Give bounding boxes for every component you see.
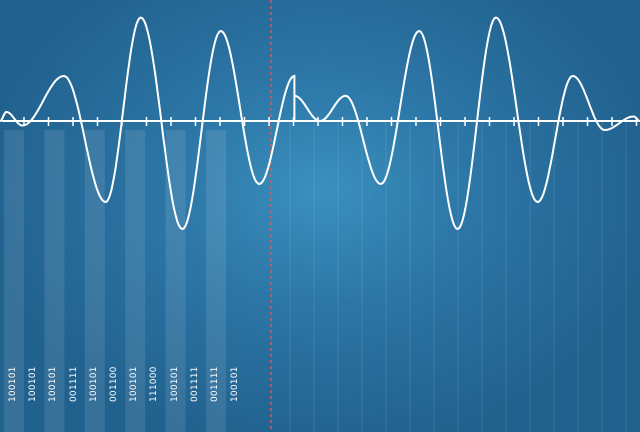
binary-code-label: 111000 (149, 366, 160, 402)
binary-column-stripe (84, 130, 105, 432)
background-grid-lines (289, 120, 627, 432)
analog-waveform (0, 16, 640, 231)
binary-code-label: 100101 (48, 366, 59, 402)
binary-code-label: 001100 (109, 366, 119, 402)
binary-column-stripe (4, 130, 24, 432)
binary-code-label: 100101 (8, 366, 18, 402)
binary-code-label: 001111 (189, 366, 200, 402)
binary-columns (4, 130, 226, 432)
binary-column-stripe (125, 130, 146, 432)
binary-column-stripe (206, 130, 226, 432)
binary-code-label: 100101 (230, 366, 241, 402)
binary-column-stripe (44, 130, 65, 432)
binary-code-label: 001111 (210, 366, 220, 402)
binary-column-stripe (165, 130, 186, 432)
binary-code-label: 100101 (28, 366, 39, 402)
axis-ticks (23, 117, 638, 126)
binary-code-label: 001111 (68, 366, 79, 402)
binary-code-label: 100101 (88, 366, 99, 402)
binary-code-label: 100101 (169, 366, 180, 402)
binary-code-label: 100101 (129, 366, 140, 402)
